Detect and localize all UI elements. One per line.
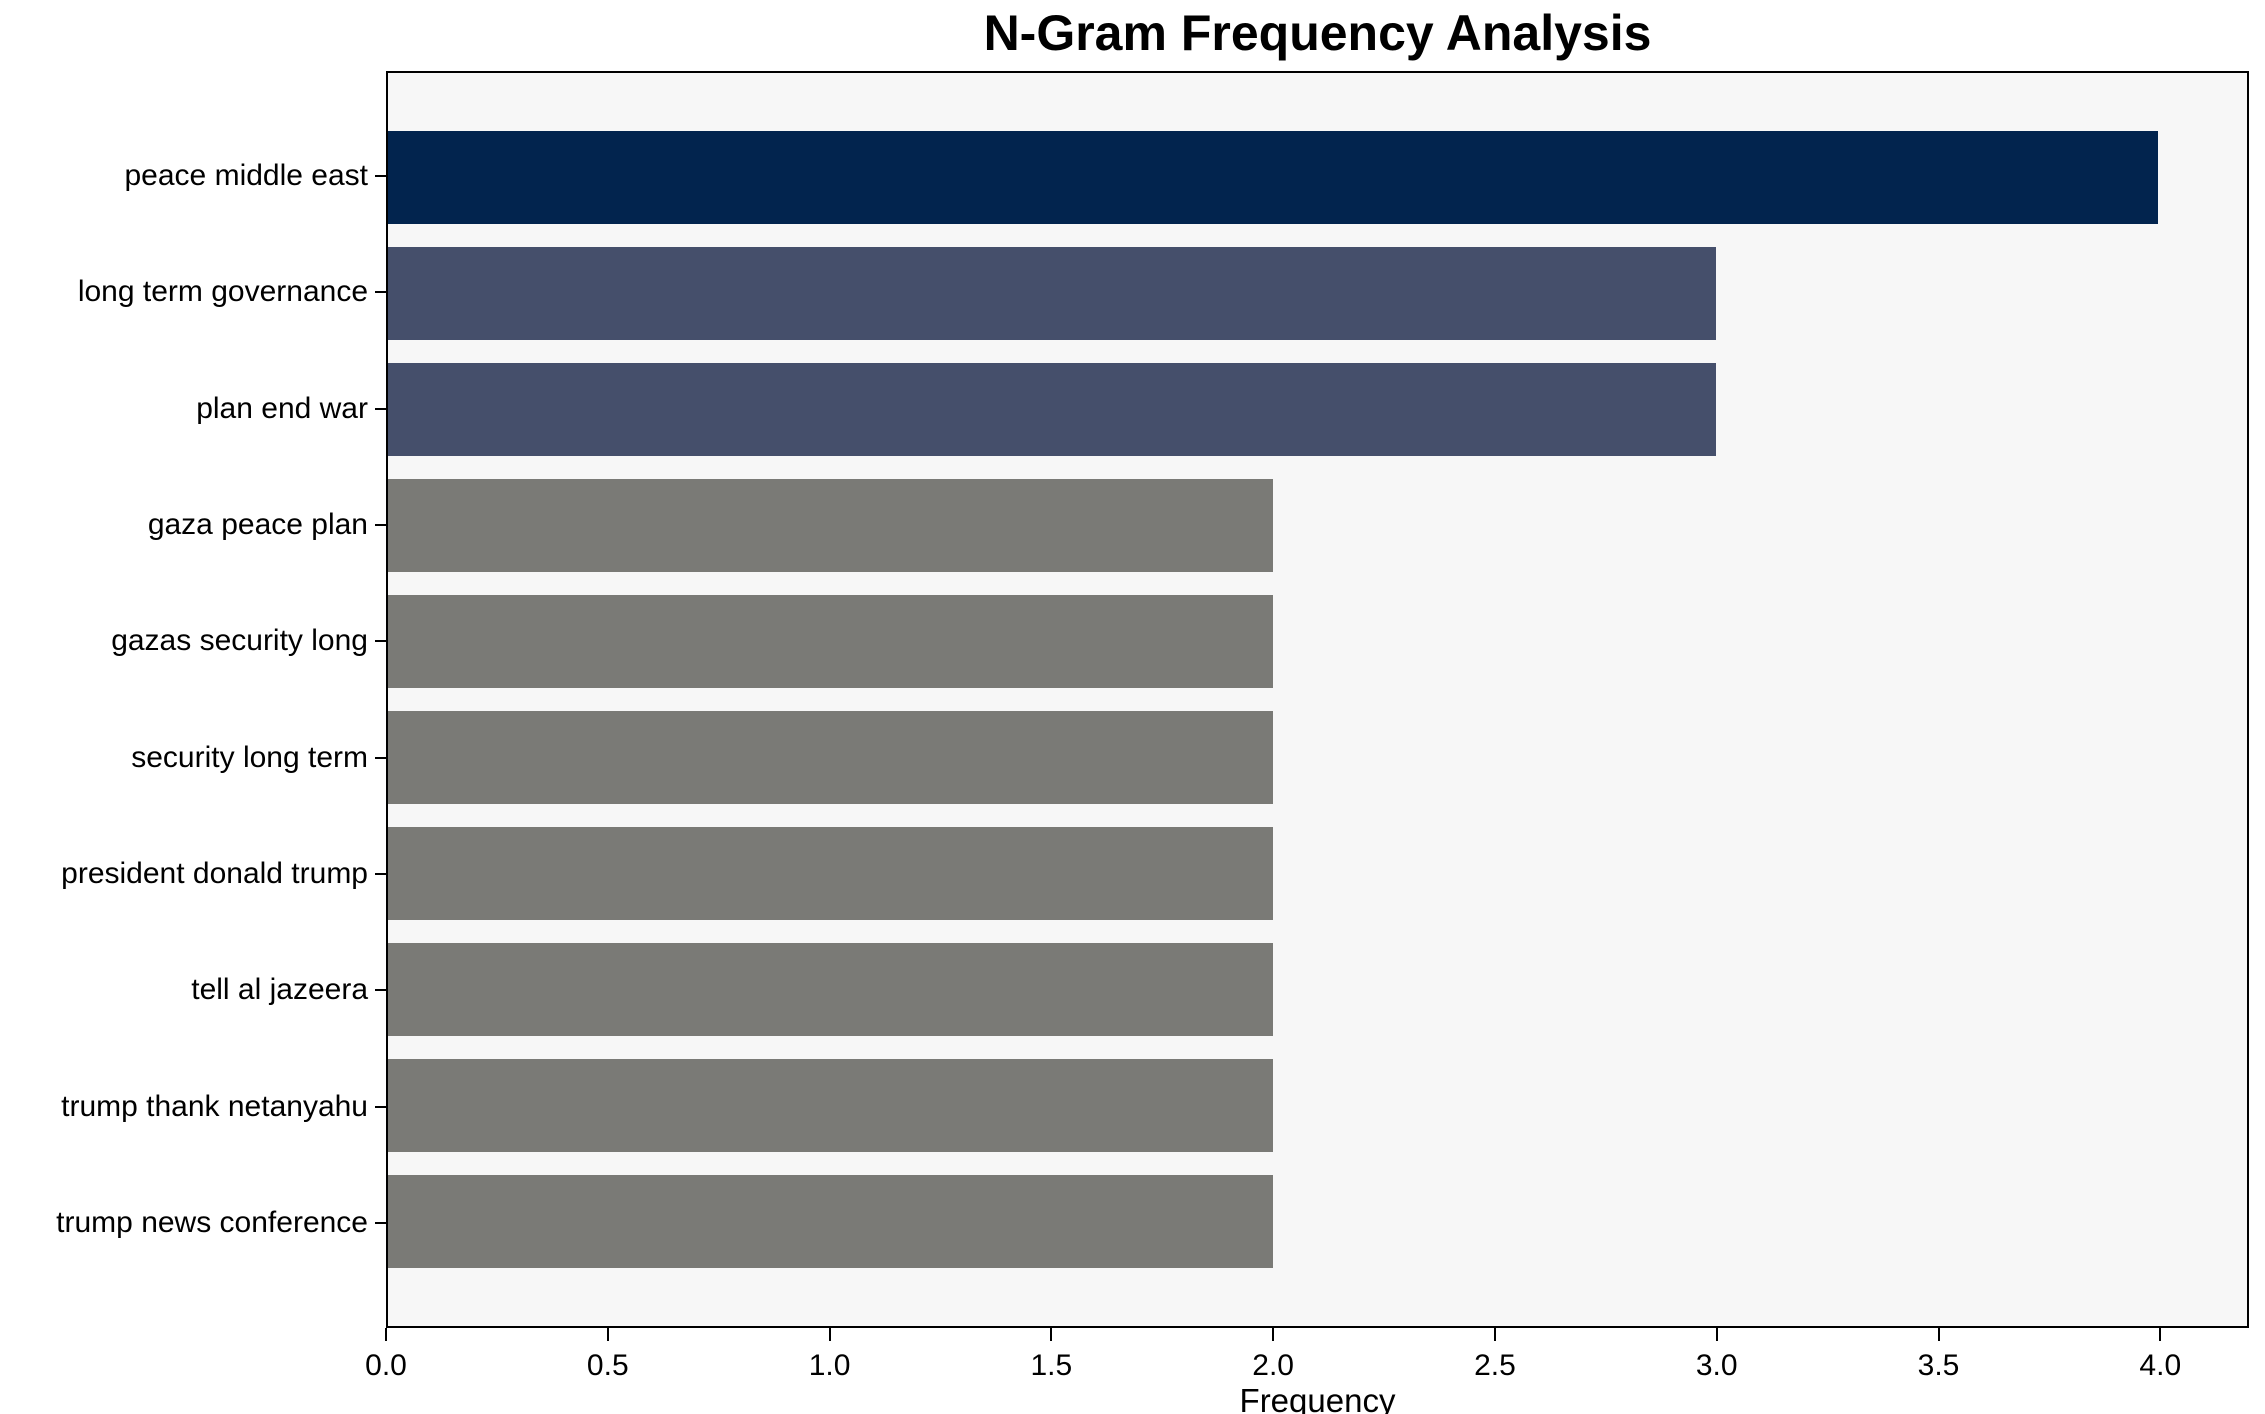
- y-tick-label: trump thank netanyahu: [61, 1089, 368, 1123]
- x-tick-mark: [1050, 1328, 1053, 1341]
- x-tick-label: 2.0: [1252, 1349, 1294, 1382]
- y-tick-mark: [375, 989, 386, 992]
- x-tick-label: 1.0: [808, 1349, 851, 1382]
- y-tick-mark: [375, 1222, 386, 1225]
- bar: [388, 827, 1274, 920]
- x-tick-mark: [1493, 1328, 1496, 1341]
- y-tick-mark: [375, 407, 386, 410]
- x-tick-label: 1.5: [1030, 1349, 1073, 1382]
- x-tick-label: 4.0: [2139, 1349, 2182, 1382]
- x-tick-mark: [1272, 1328, 1275, 1341]
- x-tick-label: 0.5: [586, 1349, 629, 1382]
- y-tick-mark: [375, 640, 386, 643]
- x-tick-label: 3.0: [1695, 1349, 1738, 1382]
- y-tick-mark: [375, 1105, 386, 1108]
- bar: [388, 131, 2159, 224]
- y-tick-label: trump news conference: [56, 1206, 368, 1240]
- x-tick-label: 2.5: [1474, 1349, 1516, 1382]
- bar: [388, 1059, 1274, 1152]
- y-tick-mark: [375, 291, 386, 294]
- y-tick-label: peace middle east: [124, 158, 369, 192]
- y-tick-mark: [375, 523, 386, 526]
- y-tick-label: tell al jazeera: [191, 973, 368, 1007]
- y-tick-label: long term governance: [77, 275, 368, 309]
- y-tick-mark: [375, 873, 386, 876]
- y-tick-label: gazas security long: [111, 624, 368, 658]
- bar: [388, 711, 1274, 804]
- bar: [388, 247, 1716, 340]
- x-tick-label: 3.5: [1917, 1349, 1960, 1382]
- y-tick-mark: [375, 756, 386, 759]
- x-axis-label: Frequency: [1239, 1382, 1396, 1414]
- bar: [388, 479, 1274, 572]
- y-tick-label: plan end war: [196, 391, 368, 425]
- x-tick-mark: [828, 1328, 831, 1341]
- x-tick-mark: [385, 1328, 387, 1341]
- x-tick-mark: [2159, 1328, 2162, 1341]
- x-tick-mark: [1937, 1328, 1940, 1341]
- y-tick-label: president donald trump: [61, 857, 368, 891]
- bar: [388, 1175, 1274, 1268]
- x-tick-mark: [606, 1328, 609, 1341]
- x-tick-mark: [1715, 1328, 1718, 1341]
- bar: [388, 595, 1274, 688]
- bar: [388, 943, 1274, 1036]
- x-tick-label: 0.0: [365, 1349, 407, 1382]
- y-tick-mark: [375, 174, 386, 177]
- y-tick-label: security long term: [131, 740, 368, 774]
- plot-area: [386, 71, 2249, 1328]
- y-tick-label: gaza peace plan: [147, 507, 368, 541]
- bar: [388, 363, 1716, 456]
- chart-title: N-Gram Frequency Analysis: [983, 5, 1652, 61]
